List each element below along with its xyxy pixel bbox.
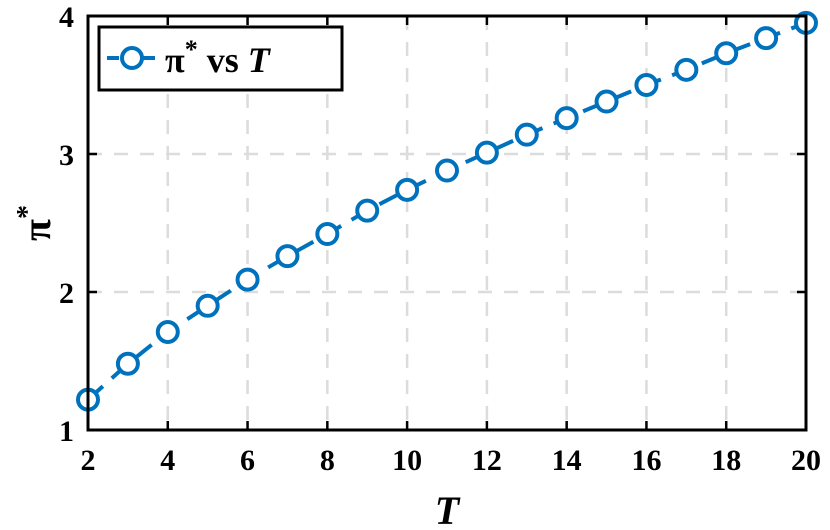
legend-marker-sample [120,46,144,70]
plot-frame [86,14,808,432]
legend-entry-label: π* vs T [165,35,272,80]
data-point [754,26,779,51]
legend-pi: π [165,40,185,80]
x-tick-label: 6 [240,444,255,477]
x-axis-label: T [435,488,461,530]
y-axis-label-star: * [12,205,43,219]
data-point [275,244,300,269]
data-point [594,89,619,114]
x-tick-label: 2 [81,444,96,477]
x-tick-label: 20 [791,444,821,477]
data-point [634,73,659,97]
y-axis-label-main: π [14,219,59,241]
y-tick-label: 2 [59,277,74,310]
x-tick-label: 12 [472,444,502,477]
data-point [395,177,420,202]
legend-T: T [248,40,272,80]
data-point [195,293,220,318]
data-point [514,122,539,147]
x-tick-label: 10 [392,444,422,477]
data-point [235,267,260,292]
y-tick-label: 4 [59,1,74,34]
data-point [474,140,499,165]
y-tick-label: 1 [59,415,74,448]
data-point [674,57,699,82]
data-point [155,320,180,345]
data-point [435,158,459,183]
y-axis-label: π* [12,205,59,241]
legend-star: * [185,35,198,64]
data-point [554,106,579,131]
x-tick-label: 4 [160,444,175,477]
x-tick-label: 18 [711,444,741,477]
legend: π* vs T [97,25,344,92]
ticks [86,14,808,432]
x-tick-label: 8 [320,444,335,477]
data-point [355,198,380,223]
series-layer [76,10,818,412]
data-point [115,351,140,376]
data-point [714,41,739,66]
data-point [315,222,340,247]
x-tick-label: 14 [552,444,582,477]
x-tick-label: 16 [631,444,661,477]
y-tick-label: 3 [59,139,74,172]
legend-vs: vs [198,40,248,80]
